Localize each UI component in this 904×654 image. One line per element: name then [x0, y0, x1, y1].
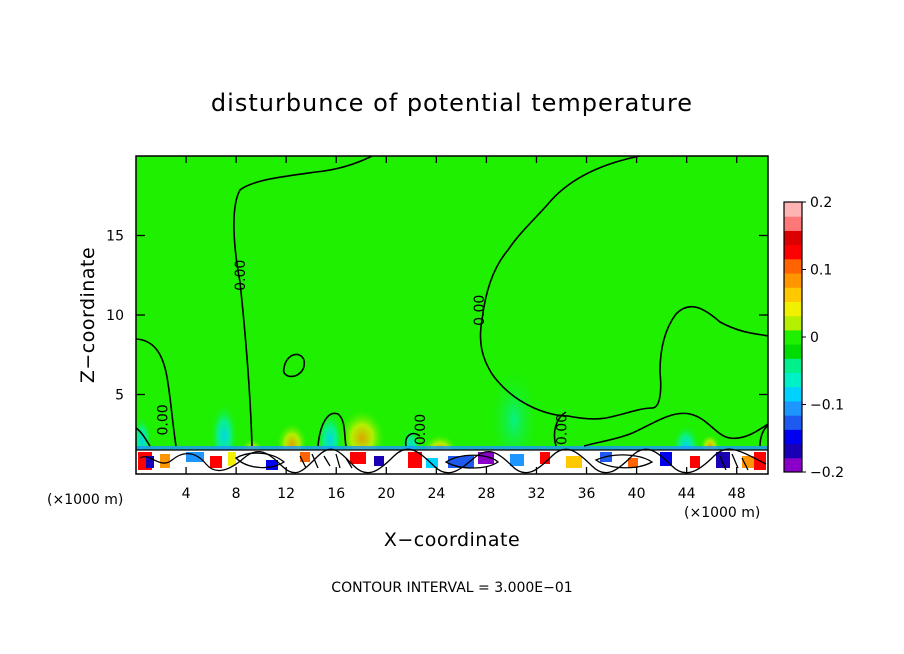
colorbar-tick-label: −0.2 [810, 465, 844, 481]
x-tick-label: 44 [678, 486, 696, 502]
colorbar-tick-label: −0.1 [810, 398, 844, 414]
x-tick-label: 36 [578, 486, 596, 502]
colorbar-swatch [784, 415, 802, 430]
colorbar-tick-label: 0.1 [810, 263, 832, 279]
contour-wavy [317, 412, 347, 447]
colorbar-swatch [784, 258, 802, 274]
contour-wavy-left [136, 427, 151, 447]
x-unit-left: (×1000 m) [47, 492, 123, 508]
contour-label: 0.00 [555, 414, 571, 445]
contour-interval-note: CONTOUR INTERVAL = 3.000E−01 [331, 580, 572, 596]
colorbar-swatch [784, 216, 802, 231]
x-tick-label: 24 [427, 486, 445, 502]
colorbar-swatch [784, 429, 802, 445]
y-axis-title: Z−coordinate [77, 247, 99, 383]
y-tick-label: 5 [115, 388, 124, 404]
zero-contours [136, 156, 768, 447]
colorbar-swatch [784, 202, 802, 217]
plot-background [136, 156, 768, 474]
y-axis: 5 10 15 [106, 229, 768, 404]
contour-labels: 0.00 0.00 0.00 0.00 0.00 [155, 260, 570, 445]
y-tick-label: 10 [106, 308, 124, 324]
x-tick-label: 20 [377, 486, 395, 502]
contour-label: 0.00 [155, 404, 171, 435]
contour-zero-main [233, 156, 373, 447]
colorbar-swatch [784, 273, 802, 288]
colorbar-swatch [784, 372, 802, 388]
colorbar-tick-label: 0.2 [810, 195, 832, 211]
x-tick-label: 8 [232, 486, 241, 502]
x-tick-label: 16 [327, 486, 345, 502]
x-unit-right: (×1000 m) [684, 505, 760, 521]
x-tick-label: 12 [277, 486, 295, 502]
x-tick-label: 28 [478, 486, 496, 502]
colorbar-swatch [784, 457, 802, 473]
field-features [136, 365, 768, 474]
x-tick-label: 40 [628, 486, 646, 502]
contour-zero-right-lower [583, 412, 768, 447]
colorbar-swatch [784, 443, 802, 459]
colorbar-tick-label: 0 [810, 330, 819, 346]
colorbar-swatch [784, 315, 802, 331]
boundary-layer-contours [136, 448, 768, 474]
colorbar: 0.2 0.1 0 −0.1 −0.2 [783, 195, 844, 481]
chart-title: disturbunce of potential temperature [211, 89, 693, 117]
plot-area: 0.000.000.000.00 0.00 4 8 12 16 20 24 28 32 36 40 4… [106, 155, 769, 502]
contour-wavy-right [759, 425, 768, 447]
colorbar-swatch [784, 301, 802, 317]
x-tick-label: 32 [528, 486, 546, 502]
y-tick-label: 15 [106, 229, 124, 245]
colorbar-swatch [784, 400, 802, 416]
colorbar-swatch [784, 244, 802, 260]
contour-zero-left [136, 338, 177, 447]
colorbar-swatch [784, 329, 802, 345]
contour-small-loop [404, 432, 421, 447]
boundary-layer-blue [136, 446, 768, 451]
colorbar-swatch [784, 358, 802, 374]
contour-label: 0.00 [233, 260, 249, 291]
contour-label: 0.00 [472, 295, 488, 326]
x-axis-title: X−coordinate [384, 529, 520, 551]
contour-closed-loop [282, 353, 306, 378]
colorbar-swatch [784, 287, 802, 302]
colorbar-swatch [784, 344, 802, 359]
colorbar-swatch [784, 386, 802, 402]
contour-zero-right [479, 156, 768, 420]
colorbar-swatch [784, 230, 802, 246]
x-tick-label: 4 [182, 486, 191, 502]
contour-small-loop [553, 411, 567, 447]
x-tick-label: 48 [728, 486, 746, 502]
x-axis: 4 8 12 16 20 24 28 32 36 40 44 48 [182, 156, 746, 502]
contour-label: 0.00 [413, 414, 429, 445]
